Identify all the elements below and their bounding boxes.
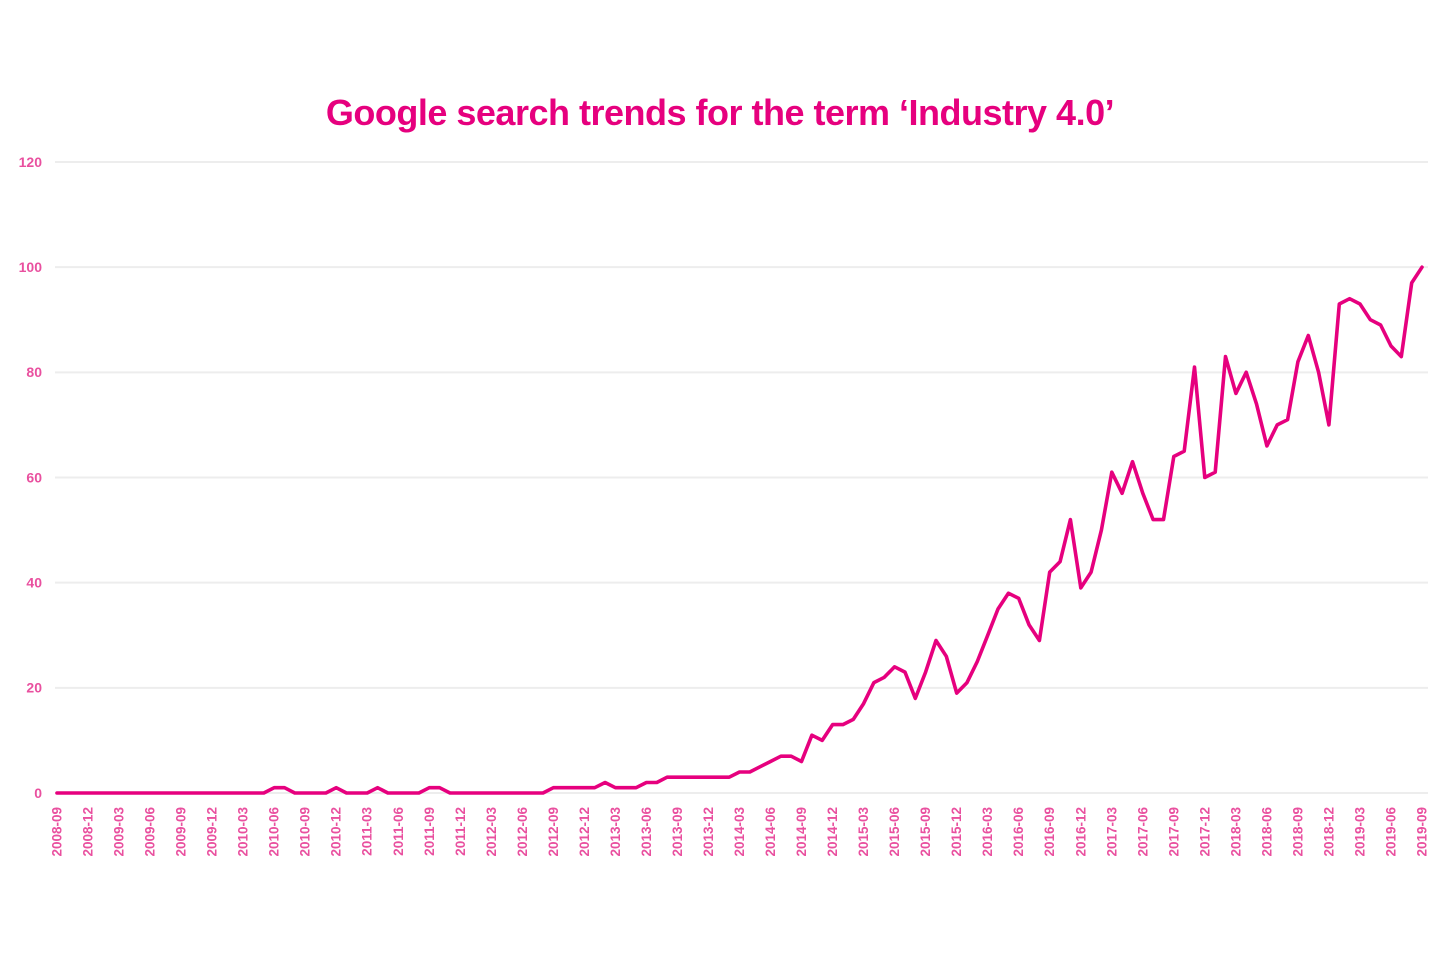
y-tick-label: 20 bbox=[26, 680, 42, 696]
x-tick-label: 2017-12 bbox=[1197, 807, 1212, 857]
x-tick-label: 2013-06 bbox=[639, 807, 654, 857]
gridlines bbox=[55, 161, 1428, 794]
x-tick-label: 2010-03 bbox=[236, 807, 251, 857]
x-tick-label: 2013-09 bbox=[670, 807, 685, 857]
trend-line bbox=[55, 265, 1424, 795]
x-tick-label: 2019-03 bbox=[1352, 807, 1367, 857]
x-tick-label: 2011-06 bbox=[391, 807, 406, 856]
x-tick-label: 2018-03 bbox=[1228, 807, 1243, 857]
x-tick-label: 2018-12 bbox=[1321, 807, 1336, 857]
x-tick-label: 2016-03 bbox=[980, 807, 995, 857]
x-tick-label: 2009-12 bbox=[205, 807, 220, 857]
x-tick-label: 2009-03 bbox=[112, 807, 127, 857]
x-tick-label: 2013-12 bbox=[701, 807, 716, 857]
x-tick-label: 2008-09 bbox=[50, 807, 65, 857]
x-tick-label: 2012-06 bbox=[515, 807, 530, 857]
x-tick-label: 2009-06 bbox=[143, 807, 158, 857]
x-tick-label: 2014-06 bbox=[763, 807, 778, 857]
x-tick-label: 2017-03 bbox=[1104, 807, 1119, 857]
x-tick-label: 2017-09 bbox=[1166, 807, 1181, 857]
x-tick-label: 2014-09 bbox=[794, 807, 809, 857]
x-tick-label: 2018-06 bbox=[1259, 807, 1274, 857]
x-tick-label: 2014-12 bbox=[825, 807, 840, 857]
x-tick-label: 2012-03 bbox=[484, 807, 499, 857]
x-tick-label: 2011-09 bbox=[422, 807, 437, 856]
x-axis-labels: 2008-09 2008-12 2009-03 2009-06 2009-09 2009-… bbox=[50, 807, 1430, 857]
x-tick-label: 2010-09 bbox=[298, 807, 313, 857]
x-tick-label: 2008-12 bbox=[81, 807, 96, 857]
y-tick-label: 120 bbox=[19, 154, 43, 170]
y-tick-label: 100 bbox=[19, 259, 43, 275]
x-tick-label: 2016-06 bbox=[1011, 807, 1026, 857]
x-tick-label: 2012-12 bbox=[577, 807, 592, 857]
x-tick-label: 2015-09 bbox=[918, 807, 933, 857]
y-axis-labels: 0 20 40 60 80 100 120 bbox=[19, 154, 43, 801]
x-tick-label: 2013-03 bbox=[608, 807, 623, 857]
x-tick-label: 2016-12 bbox=[1073, 807, 1088, 857]
x-tick-label: 2018-09 bbox=[1290, 807, 1305, 857]
y-tick-label: 80 bbox=[26, 364, 42, 380]
x-tick-label: 2012-09 bbox=[546, 807, 561, 857]
x-tick-label: 2019-09 bbox=[1415, 807, 1430, 857]
y-tick-label: 40 bbox=[26, 575, 42, 591]
x-tick-label: 2014-03 bbox=[732, 807, 747, 857]
y-tick-label: 60 bbox=[26, 469, 42, 485]
chart-title: Google search trends for the term ‘Indus… bbox=[325, 92, 1115, 133]
x-tick-label: 2015-12 bbox=[949, 807, 964, 857]
x-tick-label: 2017-06 bbox=[1135, 807, 1150, 857]
x-tick-label: 2010-12 bbox=[329, 807, 344, 857]
x-tick-label: 2011-12 bbox=[453, 807, 468, 856]
x-tick-label: 2011-03 bbox=[360, 807, 375, 856]
x-tick-label: 2010-06 bbox=[267, 807, 282, 857]
x-tick-label: 2015-03 bbox=[856, 807, 871, 857]
x-tick-label: 2009-09 bbox=[174, 807, 189, 857]
x-tick-label: 2019-06 bbox=[1383, 807, 1398, 857]
y-tick-label: 0 bbox=[34, 785, 42, 801]
x-tick-label: 2015-06 bbox=[887, 807, 902, 857]
x-tick-label: 2016-09 bbox=[1042, 807, 1057, 857]
